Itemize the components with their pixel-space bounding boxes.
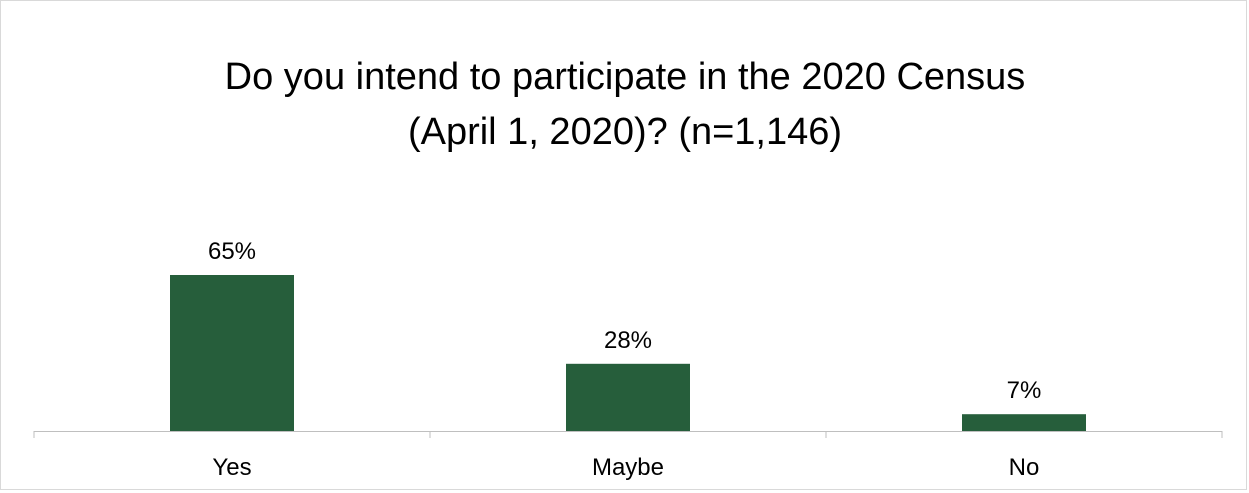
x-tick-label-no: No [1009,454,1040,481]
bar-yes [170,275,294,431]
plot-area: 65% Yes 28% Maybe 7% No [33,238,1223,481]
data-label-maybe: 28% [604,327,652,354]
data-label-yes: 65% [208,238,256,265]
chart-title: Do you intend to participate in the 2020… [225,56,1026,153]
bar-no [962,414,1086,431]
x-tick-label-maybe: Maybe [592,454,664,481]
chart-title-line-1: Do you intend to participate in the 2020… [225,56,1026,98]
data-label-no: 7% [1007,377,1042,404]
chart-title-line-2: (April 1, 2020)? (n=1,146) [408,111,842,153]
x-tick-label-yes: Yes [212,454,251,481]
bar-maybe [566,363,690,431]
